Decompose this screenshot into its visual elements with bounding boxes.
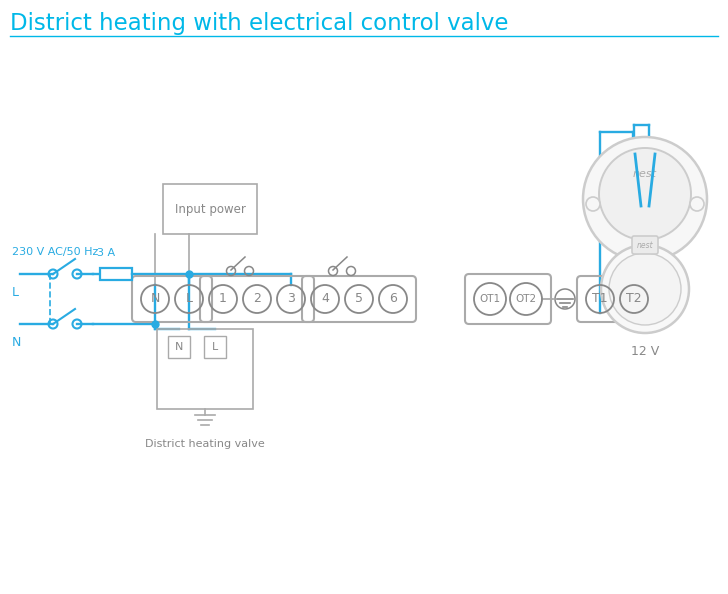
Circle shape: [690, 197, 704, 211]
Text: 2: 2: [253, 292, 261, 305]
Text: nest: nest: [633, 169, 657, 179]
Text: N: N: [150, 292, 159, 305]
Text: 1: 1: [219, 292, 227, 305]
Circle shape: [583, 137, 707, 261]
Text: 6: 6: [389, 292, 397, 305]
Text: N: N: [175, 342, 183, 352]
Circle shape: [586, 197, 600, 211]
Text: 12 V: 12 V: [631, 345, 659, 358]
Text: 5: 5: [355, 292, 363, 305]
Text: L: L: [186, 292, 192, 305]
Text: T1: T1: [592, 292, 608, 305]
Text: T2: T2: [626, 292, 642, 305]
Text: 4: 4: [321, 292, 329, 305]
Text: 230 V AC/50 Hz: 230 V AC/50 Hz: [12, 247, 98, 257]
Circle shape: [599, 148, 691, 240]
Text: OT2: OT2: [515, 294, 537, 304]
FancyBboxPatch shape: [632, 236, 658, 254]
Text: District heating with electrical control valve: District heating with electrical control…: [10, 12, 508, 35]
Text: 3 A: 3 A: [97, 248, 115, 258]
Text: L: L: [212, 342, 218, 352]
Text: District heating valve: District heating valve: [145, 439, 265, 449]
Text: L: L: [12, 286, 19, 299]
Text: Input power: Input power: [175, 203, 245, 216]
Circle shape: [601, 245, 689, 333]
Text: 3: 3: [287, 292, 295, 305]
Text: N: N: [12, 336, 21, 349]
Text: OT1: OT1: [480, 294, 501, 304]
Circle shape: [609, 253, 681, 325]
Text: nest: nest: [637, 241, 653, 249]
